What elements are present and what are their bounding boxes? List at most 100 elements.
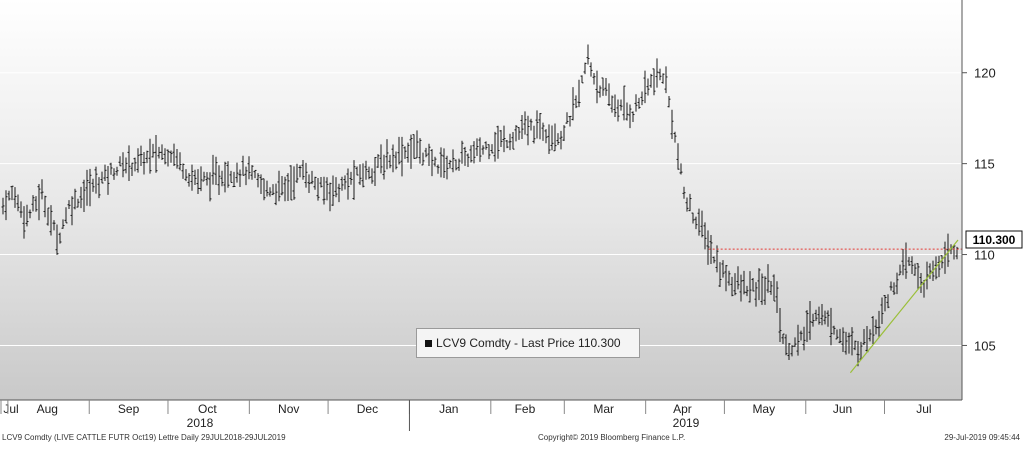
ohlc-bar-68 [205,172,209,186]
ohlc-bar-170 [511,131,515,150]
ohlc-bar-42 [127,145,131,181]
ohlc-bar-257 [772,274,776,302]
ohlc-bar-20 [61,219,65,229]
ohlc-bar-313 [940,255,944,269]
ohlc-bar-196 [589,62,593,77]
ohlc-bar-82 [247,156,251,180]
ohlc-bar-43 [130,162,134,177]
ohlc-bar-106 [319,176,323,188]
y-tick-label-105: 105 [974,338,996,353]
ohlc-bar-143 [430,149,434,177]
ohlc-bar-233 [700,210,704,238]
ohlc-bar-290 [871,316,875,345]
axis-area-background [962,0,1024,400]
ohlc-bar-304 [913,263,917,276]
ohlc-bar-254 [763,276,767,305]
ohlc-bar-6 [19,201,23,218]
ohlc-bar-137 [412,134,416,159]
ohlc-bar-158 [475,138,479,156]
ohlc-bar-125 [376,154,380,168]
ohlc-bar-107 [322,176,326,205]
ohlc-bar-245 [736,266,740,290]
ohlc-bar-263 [790,345,794,357]
x-group-label-2018: 2018 [187,416,214,430]
ohlc-bar-103 [310,170,314,185]
annotations [708,239,962,374]
ohlc-bar-299 [898,264,902,276]
ohlc-bar-224 [673,131,677,143]
ohlc-bar-133 [400,136,404,177]
ohlc-bar-50 [151,143,155,158]
x-group-label-2019: 2019 [673,416,700,430]
ohlc-bar-166 [499,130,503,148]
ohlc-bar-274 [823,310,827,325]
x-tick-label-jun-11: Jun [833,402,852,416]
ohlc-bar-229 [688,193,692,212]
ohlc-bar-72 [217,165,221,195]
ohlc-bar-264 [793,337,797,347]
ohlc-bar-152 [457,158,461,171]
ohlc-bar-306 [919,272,923,294]
ohlc-bar-163 [490,144,494,154]
ohlc-bar-93 [280,175,284,196]
ohlc-bar-165 [496,125,500,159]
ohlc-bar-228 [685,197,689,212]
ohlc-bar-131 [394,151,398,170]
legend-label: LCV9 Comdty - Last Price 110.300 [436,336,621,350]
ohlc-bar-47 [142,151,146,175]
ohlc-bar-173 [520,114,524,140]
ohlc-bar-95 [286,173,290,201]
ohlc-bar-27 [82,179,86,213]
ohlc-bar-48 [145,150,149,164]
ohlc-bar-162 [487,144,491,160]
ohlc-bar-226 [679,163,683,175]
ohlc-bar-3 [10,185,14,201]
ohlc-bar-22 [67,200,71,210]
ohlc-bar-198 [595,70,599,104]
ohlc-bar-265 [796,324,800,356]
ohlc-bars [1,44,959,367]
ohlc-bar-202 [607,83,611,107]
ohlc-bar-120 [361,163,365,188]
ohlc-bar-261 [784,334,788,356]
ohlc-bar-153 [460,140,464,164]
x-tick-label-jul-12: Jul [916,402,931,416]
ohlc-bar-271 [814,309,818,321]
ohlc-bar-21 [64,207,68,224]
ohlc-bar-185 [556,133,560,145]
ohlc-bar-252 [757,268,761,301]
ohlc-bar-121 [364,160,368,180]
ohlc-bar-53 [160,144,164,160]
ohlc-bar-88 [265,180,269,197]
ohlc-bar-203 [610,95,614,113]
ohlc-bar-97 [292,166,296,200]
ohlc-bar-199 [598,85,602,98]
ohlc-bar-139 [418,138,422,164]
ohlc-bar-227 [682,186,686,199]
x-axis-ticks: Jul Aug Sep Oct Nov Dec Jan Feb Mar Apr May Jun Jul 2… [0,400,932,431]
ohlc-bar-123 [370,168,374,184]
ohlc-bar-171 [514,125,518,142]
ohlc-bar-76 [229,170,233,183]
ohlc-bar-129 [388,154,392,169]
ohlc-bar-37 [112,168,116,180]
ohlc-bar-210 [631,111,635,122]
ohlc-bar-160 [481,145,485,155]
ohlc-bar-4 [13,187,17,208]
ohlc-bar-96 [289,165,293,201]
ohlc-bar-38 [115,166,119,176]
ohlc-bar-67 [202,171,206,182]
ohlc-bar-8 [25,204,29,227]
ohlc-bar-209 [628,104,632,129]
ohlc-bar-282 [847,332,851,354]
ohlc-bar-279 [838,328,842,344]
ohlc-bar-192 [577,79,581,108]
ohlc-bar-219 [658,68,662,81]
ohlc-bar-289 [868,329,872,342]
ohlc-bar-78 [235,162,239,183]
ohlc-bar-33 [100,171,104,184]
ohlc-bar-302 [907,256,911,266]
y-tick-label-115: 115 [974,157,995,172]
ohlc-bar-155 [466,153,470,167]
